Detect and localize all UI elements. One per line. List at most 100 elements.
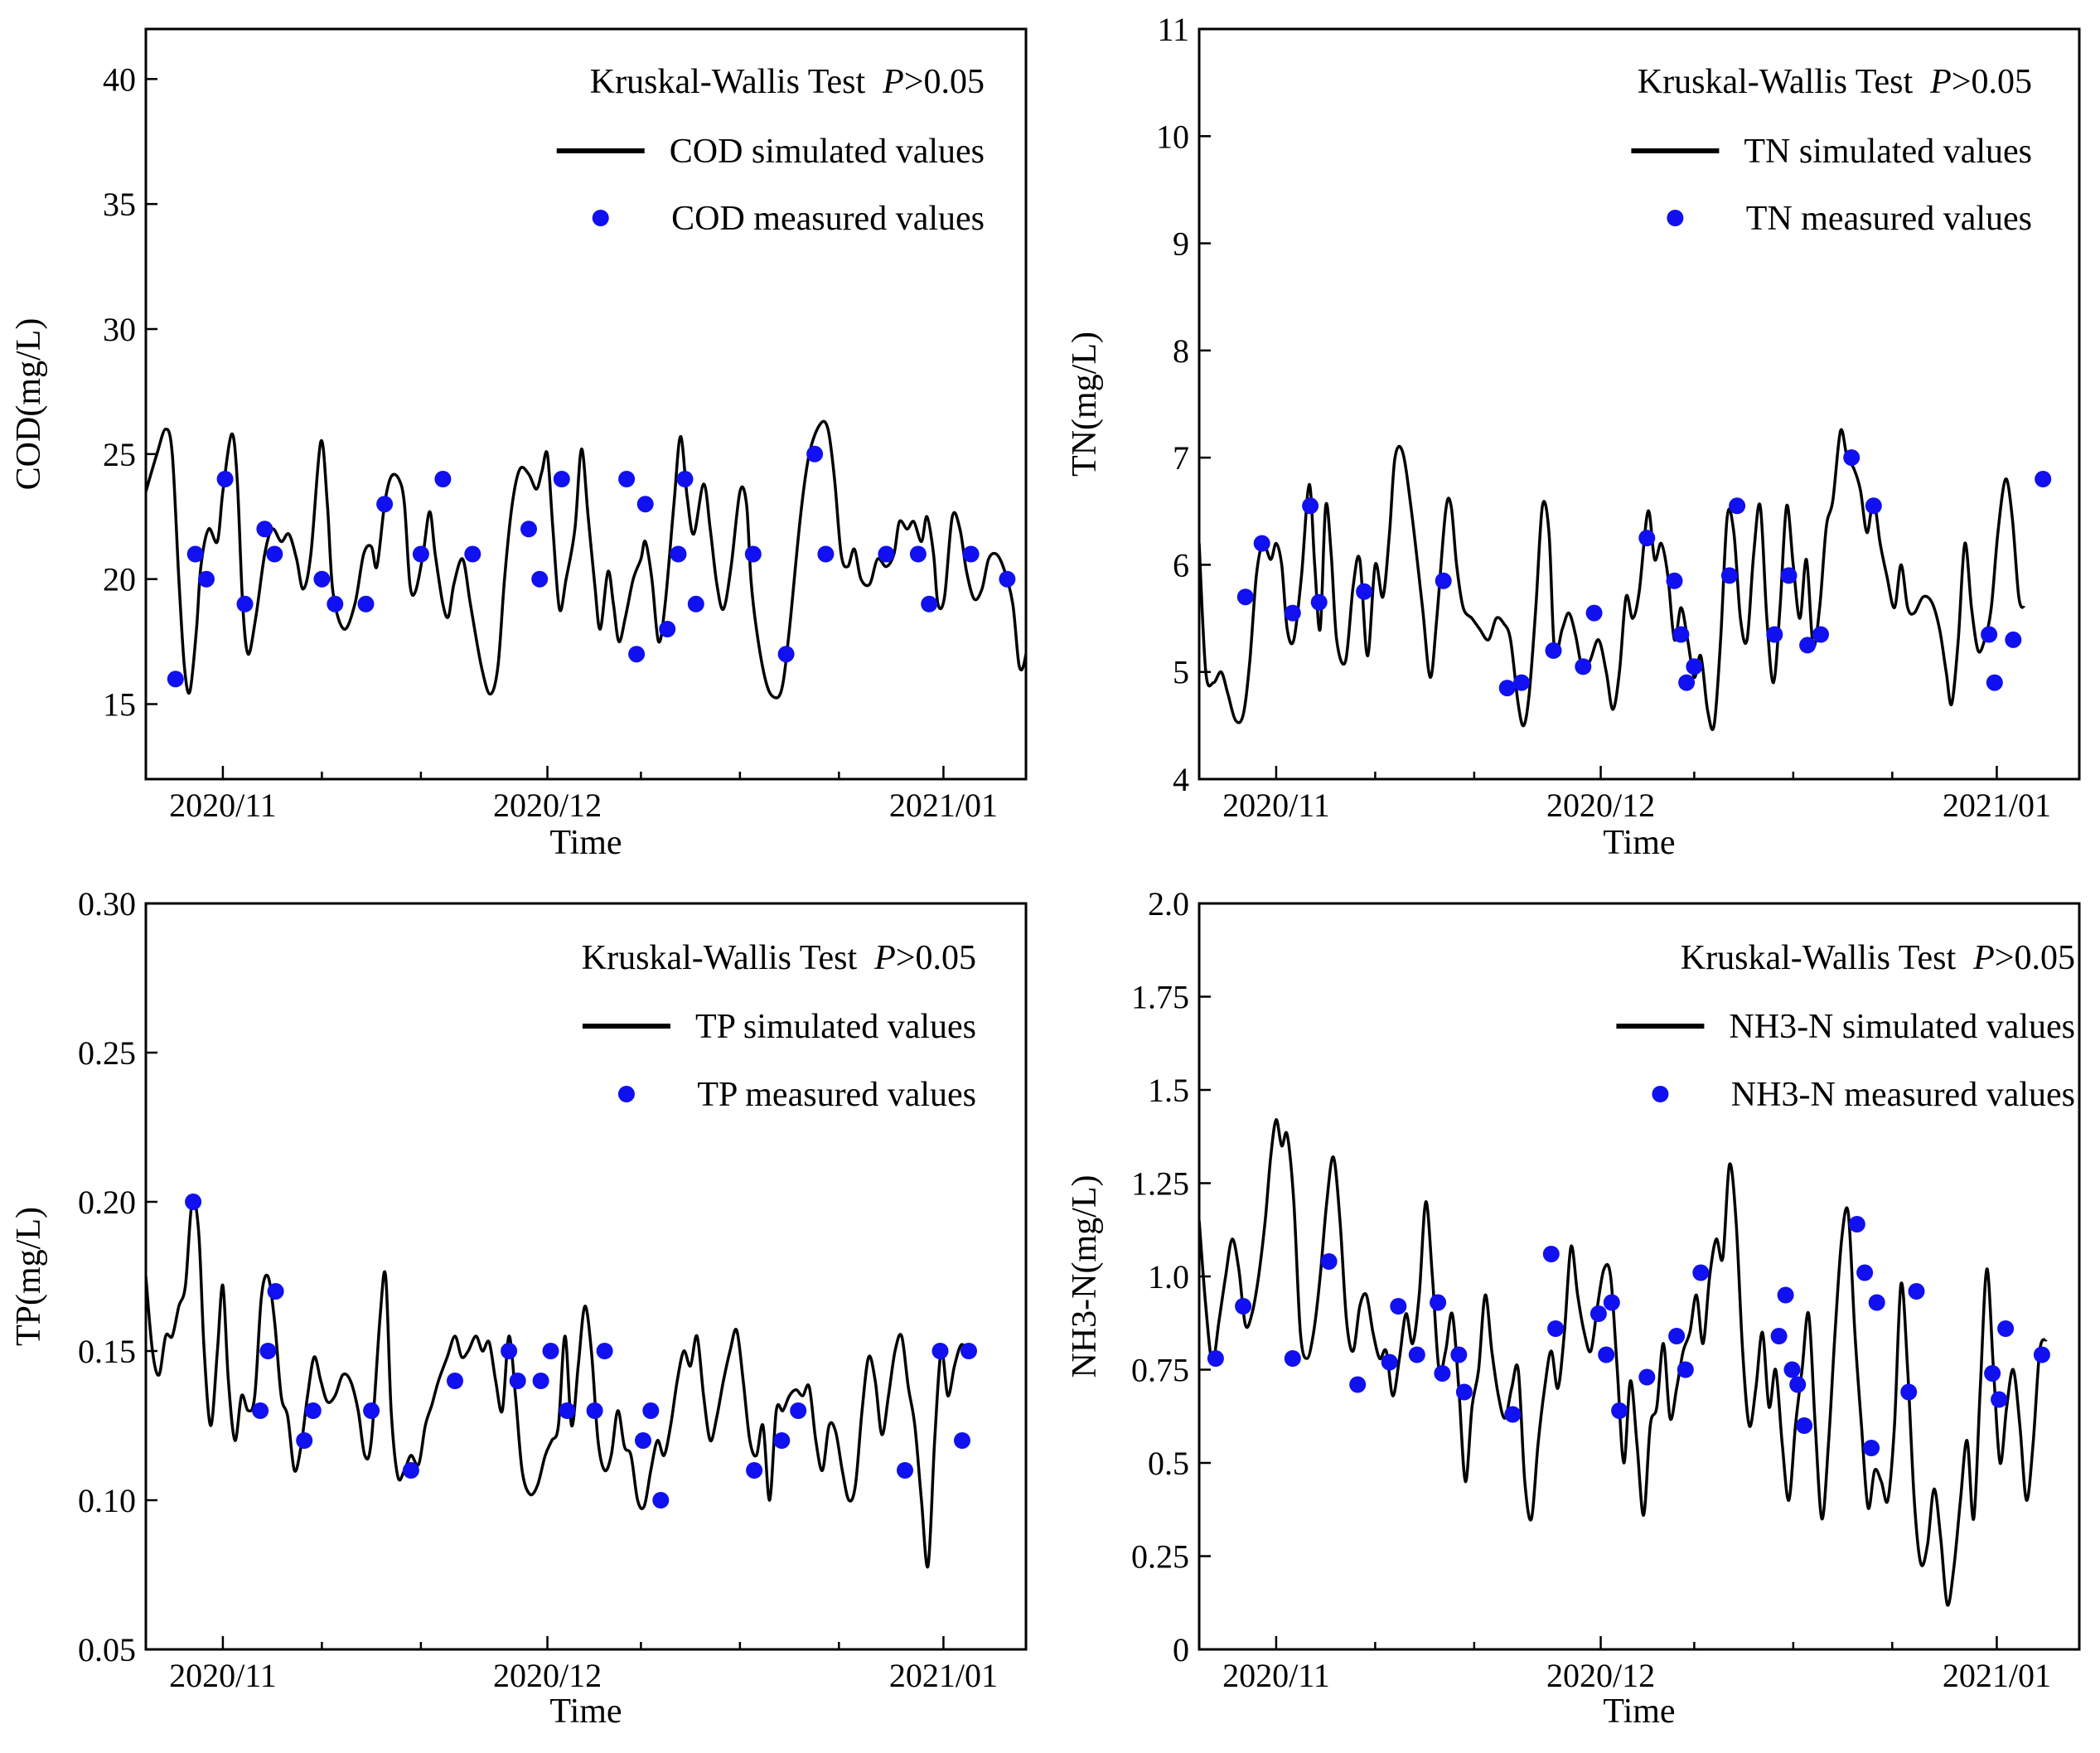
y-tick-label: 20 (103, 561, 136, 598)
measured-point (402, 1462, 419, 1479)
measured-point (777, 646, 795, 663)
legend-label-simulated: COD simulated values (670, 133, 985, 171)
measured-point (1207, 1350, 1224, 1367)
measured-point (1302, 497, 1319, 515)
x-tick-label: 2020/11 (1222, 1657, 1330, 1694)
measured-point (542, 1343, 559, 1359)
measured-point (596, 1343, 613, 1359)
measured-point (2035, 471, 2052, 487)
measured-point (1638, 530, 1656, 547)
measured-point (1455, 1383, 1473, 1401)
measured-point (1856, 1264, 1874, 1281)
measured-point (259, 1343, 277, 1359)
plot-frame (144, 27, 1028, 781)
x-axis-title: Time (1603, 824, 1675, 862)
measured-point (652, 1492, 670, 1508)
legend-label-measured: TN measured values (1746, 200, 2032, 238)
measured-point (1908, 1283, 1925, 1300)
measured-point (1450, 1346, 1468, 1363)
measured-point (746, 1462, 763, 1479)
measured-point (1677, 1361, 1694, 1378)
legend-label-simulated: NH3-N simulated values (1729, 1008, 2075, 1046)
measured-point (1666, 572, 1683, 589)
y-tick-label: 11 (1157, 11, 1189, 48)
measured-series-points (1207, 1216, 2050, 1456)
chart-panel-top-right: 4 5 6 7 8 9 10 11 2020/11 2020/12 2021/01 Time TN(mg… (1066, 11, 2081, 862)
measured-point (1638, 1368, 1656, 1386)
measured-point (327, 595, 344, 613)
measured-point (1356, 583, 1373, 600)
measured-point (1863, 1440, 1880, 1456)
x-tick-label: 2021/01 (889, 1657, 998, 1694)
measured-point (313, 570, 331, 588)
measured-point (1498, 680, 1516, 697)
measured-point (1848, 1216, 1865, 1232)
measured-point (1692, 1264, 1710, 1281)
legend-key-marker (1667, 210, 1684, 226)
measured-point (878, 545, 895, 563)
x-tick-label: 2020/11 (1222, 787, 1330, 824)
measured-point (670, 545, 687, 563)
legend-label-simulated: TP simulated values (695, 1008, 976, 1046)
measured-point (806, 445, 824, 462)
x-tick-label: 2020/12 (493, 787, 602, 824)
measured-point (962, 545, 980, 563)
measured-point (773, 1432, 791, 1449)
measured-point (687, 595, 704, 613)
legend-label-simulated: TN simulated values (1744, 133, 2032, 171)
measured-point (304, 1402, 322, 1419)
measured-point (1598, 1346, 1615, 1363)
kruskal-wallis-annotation: Kruskal-Wallis Test P>0.05 (582, 939, 976, 977)
y-tick-label: 0 (1173, 1631, 1189, 1668)
measured-point (1729, 497, 1746, 515)
y-axis-title: COD(mg/L) (10, 318, 48, 491)
legend: NH3-N simulated values NH3-N measured val… (1616, 1008, 2075, 1114)
measured-point (921, 595, 938, 613)
measured-point (1780, 567, 1798, 584)
kruskal-wallis-annotation: Kruskal-Wallis Test P>0.05 (1681, 939, 2075, 977)
measured-point (252, 1402, 269, 1419)
measured-point (1310, 593, 1328, 611)
measured-point (1349, 1376, 1367, 1393)
legend: TP simulated values TP measured values (582, 1008, 976, 1114)
chart-panel-bottom-right: 0 0.25 0.5 0.75 1.0 1.25 1.5 1.75 2.0 2020/11 2020… (1066, 885, 2081, 1731)
measured-point (2005, 631, 2022, 648)
measured-point (1253, 535, 1270, 552)
measured-point (1058, 521, 1075, 537)
measured-point (256, 521, 273, 538)
measured-point (357, 595, 375, 613)
y-axis-title: TN(mg/L) (1066, 332, 1104, 477)
measured-point (790, 1402, 807, 1419)
measured-point (931, 1343, 949, 1359)
measured-point (1668, 1328, 1686, 1344)
measured-point (267, 1283, 284, 1300)
x-tick-label: 2021/01 (1943, 1657, 2051, 1694)
measured-point (1991, 1391, 2008, 1408)
measured-point (1603, 1294, 1620, 1311)
measured-point (1284, 1350, 1301, 1367)
y-tick-label: 9 (1173, 225, 1189, 263)
legend-key-marker (617, 1086, 635, 1102)
y-tick-label: 15 (103, 686, 136, 724)
measured-point (1585, 604, 1603, 622)
plot-frame (144, 902, 1028, 1651)
legend-label-measured: COD measured values (671, 200, 985, 238)
kruskal-wallis-annotation: Kruskal-Wallis Test P>0.05 (590, 63, 985, 101)
y-tick-label: 0.25 (78, 1034, 136, 1072)
y-tick-label: 25 (103, 436, 136, 473)
y-tick-label: 0.05 (78, 1631, 136, 1668)
y-tick-label: 0.20 (78, 1184, 136, 1221)
measured-point (1997, 1320, 2015, 1337)
measured-series-points (167, 445, 1075, 688)
measured-point (659, 621, 676, 637)
x-tick-label: 2020/11 (169, 1657, 277, 1694)
measured-point (1284, 604, 1301, 622)
y-tick-label: 2.0 (1148, 885, 1189, 923)
measured-point (1513, 674, 1530, 691)
measured-series-points (185, 1194, 977, 1508)
y-tick-label: 0.30 (78, 885, 136, 923)
measured-point (586, 1402, 603, 1419)
measured-point (1868, 1294, 1885, 1311)
measured-point (464, 545, 481, 563)
